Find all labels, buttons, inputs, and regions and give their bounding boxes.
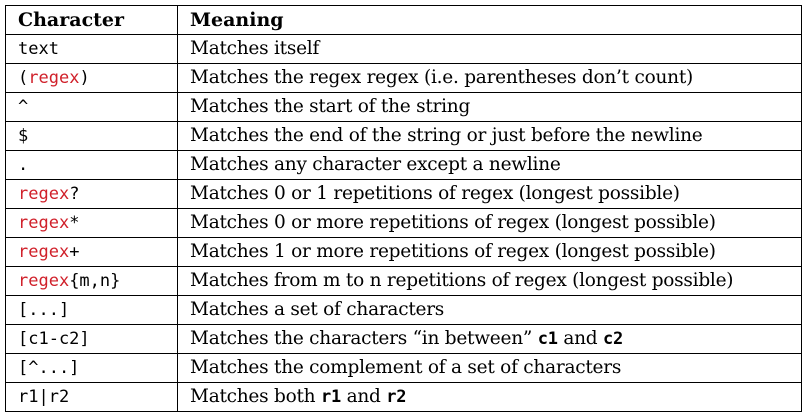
regex-placeholder-token: regex <box>18 184 70 204</box>
header-meaning: Meaning <box>177 5 802 35</box>
meaning-text: Matches both <box>190 386 321 407</box>
table-row: regex+ Matches 1 or more repetitions of r… <box>5 237 802 267</box>
meaning-cell: Matches the characters “in between” c1 a… <box>177 324 802 354</box>
meaning-cell: Matches the start of the string <box>177 92 802 122</box>
meaning-cell: Matches itself <box>177 34 802 64</box>
meaning-cell: Matches from m to n repetitions of regex… <box>177 266 802 296</box>
table-row: ^ Matches the start of the string <box>5 92 802 122</box>
meaning-cell: Matches the end of the string or just be… <box>177 121 802 151</box>
table-row: . Matches any character except a newline <box>5 150 802 180</box>
inline-code: r1 <box>320 387 341 407</box>
meaning-cell: Matches any character except a newline <box>177 150 802 180</box>
table-row: $ Matches the end of the string or just b… <box>5 121 802 151</box>
character-token: r1|r2 <box>18 387 70 407</box>
character-token: ? <box>69 184 80 204</box>
meaning-cell: Matches the regex regex (i.e. parenthese… <box>177 63 802 93</box>
regex-placeholder-token: regex <box>18 213 70 233</box>
character-cell: regex{m,n} <box>5 266 178 296</box>
meaning-text: Matches the start of the string <box>190 96 471 117</box>
meaning-text: Matches any character except a newline <box>190 154 561 175</box>
regex-reference-table-container: Character Meaning text Matches itself (reg… <box>5 5 802 412</box>
meaning-cell: Matches the complement of a set of chara… <box>177 353 802 383</box>
character-cell: . <box>5 150 178 180</box>
character-cell: ^ <box>5 92 178 122</box>
meaning-text: Matches itself <box>190 38 320 59</box>
table-row: [...] Matches a set of characters <box>5 295 802 325</box>
inline-code: c1 <box>537 329 558 349</box>
meaning-cell: Matches both r1 and r2 <box>177 382 802 412</box>
table-row: [^...] Matches the complement of a set of… <box>5 353 802 383</box>
meaning-text: Matches the characters “in between” <box>190 328 538 349</box>
meaning-text: Matches 0 or more repetitions of regex (… <box>190 212 716 233</box>
character-token: [^...] <box>18 358 80 378</box>
character-cell: (regex) <box>5 63 178 93</box>
regex-reference-table: Character Meaning text Matches itself (reg… <box>5 5 802 412</box>
meaning-text: Matches from m to n repetitions of regex… <box>190 270 734 291</box>
header-character: Character <box>5 5 178 35</box>
table-row: regex* Matches 0 or more repetitions of r… <box>5 208 802 238</box>
character-token: . <box>18 155 29 175</box>
table-header: Character Meaning <box>5 5 802 35</box>
character-token: ) <box>79 68 90 88</box>
character-cell: [...] <box>5 295 178 325</box>
table-row: text Matches itself <box>5 34 802 64</box>
character-token: ( <box>18 68 29 88</box>
character-token: {m,n} <box>69 271 121 291</box>
table-body: text Matches itself (regex) Matches the reg… <box>5 34 802 412</box>
character-cell: text <box>5 34 178 64</box>
character-token: $ <box>18 126 29 146</box>
table-row: r1|r2 Matches both r1 and r2 <box>5 382 802 412</box>
meaning-text: Matches a set of characters <box>190 299 445 320</box>
meaning-cell: Matches a set of characters <box>177 295 802 325</box>
character-token: [c1-c2] <box>18 329 90 349</box>
character-token: ^ <box>18 97 29 117</box>
table-row: regex? Matches 0 or 1 repetitions of rege… <box>5 179 802 209</box>
character-token: * <box>69 213 80 233</box>
meaning-text: Matches the end of the string or just be… <box>190 125 703 146</box>
character-token: [...] <box>18 300 70 320</box>
character-cell: regex? <box>5 179 178 209</box>
meaning-text: and <box>340 386 387 407</box>
meaning-cell: Matches 0 or more repetitions of regex (… <box>177 208 802 238</box>
table-row: regex{m,n} Matches from m to n repetition… <box>5 266 802 296</box>
table-row: [c1-c2] Matches the characters “in betwee… <box>5 324 802 354</box>
character-cell: regex+ <box>5 237 178 267</box>
character-cell: $ <box>5 121 178 151</box>
regex-placeholder-token: regex <box>18 271 70 291</box>
table-row: (regex) Matches the regex regex (i.e. par… <box>5 63 802 93</box>
character-cell: [^...] <box>5 353 178 383</box>
header-row: Character Meaning <box>5 5 802 35</box>
inline-code: r2 <box>386 387 407 407</box>
character-cell: r1|r2 <box>5 382 178 412</box>
meaning-text: Matches the complement of a set of chara… <box>190 357 622 378</box>
regex-placeholder-token: regex <box>28 68 80 88</box>
meaning-text: Matches the regex regex (i.e. parenthese… <box>190 67 693 88</box>
meaning-text: Matches 0 or 1 repetitions of regex (lon… <box>190 183 680 204</box>
meaning-cell: Matches 0 or 1 repetitions of regex (lon… <box>177 179 802 209</box>
meaning-cell: Matches 1 or more repetitions of regex (… <box>177 237 802 267</box>
character-token: text <box>18 39 59 59</box>
meaning-text: and <box>557 328 603 349</box>
inline-code: c2 <box>603 329 623 349</box>
regex-placeholder-token: regex <box>18 242 70 262</box>
character-cell: regex* <box>5 208 178 238</box>
character-token: + <box>69 242 80 262</box>
meaning-text: Matches 1 or more repetitions of regex (… <box>190 241 716 262</box>
character-cell: [c1-c2] <box>5 324 178 354</box>
